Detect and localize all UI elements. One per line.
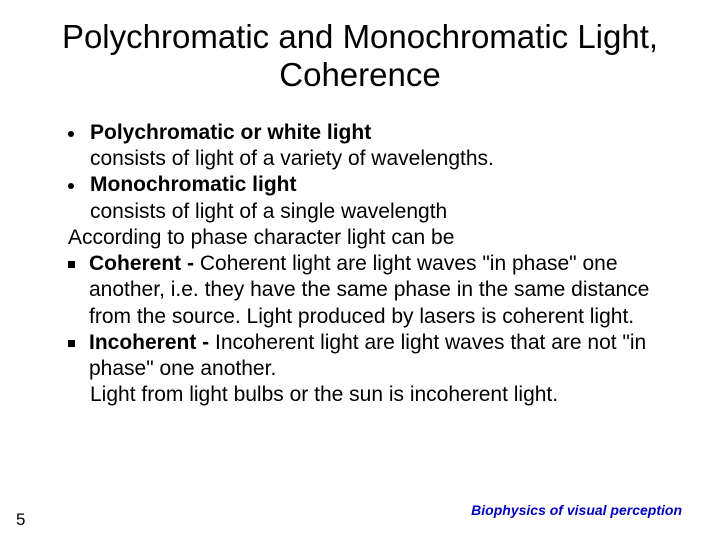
slide-title: Polychromatic and Monochromatic Light, C… — [50, 18, 670, 94]
phase-intro: According to phase character light can b… — [68, 225, 670, 251]
bullet-incoherent-head: Incoherent - — [89, 331, 215, 354]
bullet-monochromatic: Monochromatic light — [68, 172, 670, 198]
bullet-incoherent-extra: Light from light bulbs or the sun is inc… — [90, 382, 670, 408]
bullet-polychromatic-body: consists of light of a variety of wavele… — [90, 146, 670, 172]
bullet-monochromatic-body: consists of light of a single wavelength — [90, 199, 670, 225]
slide: Polychromatic and Monochromatic Light, C… — [0, 0, 720, 540]
bullet-incoherent-text: Incoherent - Incoherent light are light … — [89, 330, 670, 383]
bullet-coherent-text: Coherent - Coherent light are light wave… — [89, 251, 670, 330]
page-number: 5 — [16, 510, 25, 530]
bullet-polychromatic: Polychromatic or white light — [68, 120, 670, 146]
bullet-monochromatic-head: Monochromatic light — [90, 172, 670, 198]
footer-text: Biophysics of visual perception — [471, 502, 682, 518]
dot-icon — [68, 183, 74, 189]
bullet-coherent-head: Coherent - — [89, 252, 200, 275]
square-icon — [68, 261, 75, 268]
slide-body: Polychromatic or white light consists of… — [50, 120, 670, 409]
square-icon — [68, 340, 75, 347]
bullet-incoherent: Incoherent - Incoherent light are light … — [68, 330, 670, 383]
dot-icon — [68, 131, 74, 137]
bullet-coherent: Coherent - Coherent light are light wave… — [68, 251, 670, 330]
bullet-polychromatic-head: Polychromatic or white light — [90, 120, 670, 146]
